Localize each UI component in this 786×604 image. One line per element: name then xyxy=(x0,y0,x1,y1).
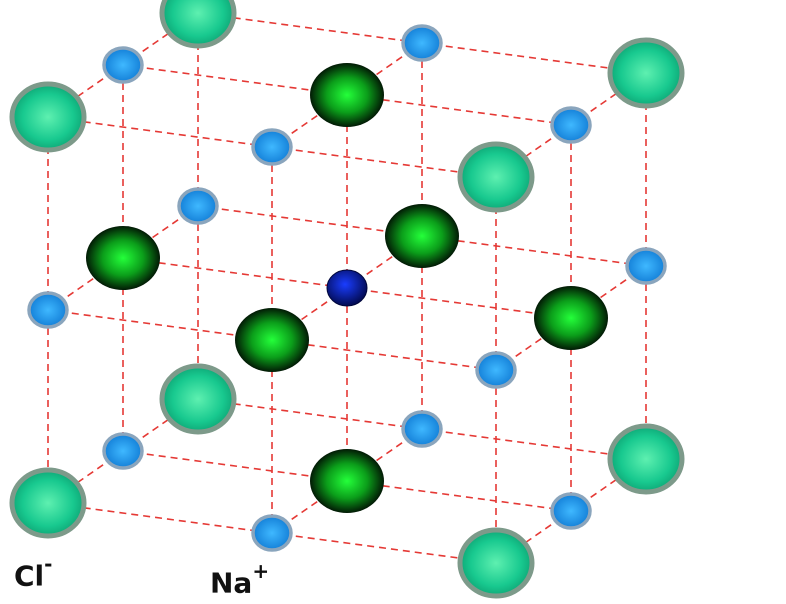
sodium-ion xyxy=(102,46,144,84)
lattice-bond xyxy=(346,287,572,319)
chloride-ion-inner xyxy=(235,308,309,372)
lattice-bond xyxy=(346,94,572,126)
chloride-symbol: Cl xyxy=(14,559,45,593)
lattice-bond xyxy=(122,450,348,482)
lattice-bond xyxy=(47,309,273,341)
sodium-ion xyxy=(625,247,667,285)
sodium-ion xyxy=(475,351,517,389)
chloride-ion xyxy=(159,363,237,435)
lattice-bond xyxy=(346,480,572,512)
lattice-bond xyxy=(271,339,497,371)
chloride-ion xyxy=(9,81,87,153)
lattice-bond xyxy=(421,428,647,460)
sodium-ion xyxy=(177,187,219,225)
lattice-bond xyxy=(421,42,647,74)
chloride-ion-inner xyxy=(86,226,160,290)
chloride-ion xyxy=(607,423,685,495)
lattice-bond xyxy=(122,64,348,96)
chloride-ion-inner xyxy=(534,286,608,350)
sodium-ion xyxy=(401,410,443,448)
sodium-ion xyxy=(251,514,293,552)
sodium-ion xyxy=(550,106,592,144)
lattice-bond xyxy=(122,257,348,289)
chloride-ion-inner xyxy=(385,204,459,268)
chloride-ion-inner xyxy=(310,449,384,513)
chloride-charge: - xyxy=(44,552,53,576)
lattice-atoms xyxy=(9,0,685,599)
sodium-ion xyxy=(401,24,443,62)
sodium-ion xyxy=(102,432,144,470)
sodium-ion-center xyxy=(326,269,368,307)
sodium-ion xyxy=(550,492,592,530)
chloride-ion-inner xyxy=(310,63,384,127)
chloride-ion xyxy=(607,37,685,109)
lattice-bond xyxy=(271,146,497,178)
chloride-label: Cl- xyxy=(14,552,52,593)
lattice-bond xyxy=(197,205,423,237)
lattice-bond xyxy=(271,532,497,564)
sodium-label: Na+ xyxy=(210,559,269,600)
chloride-ion xyxy=(457,141,535,213)
sodium-symbol: Na xyxy=(210,566,253,600)
sodium-ion xyxy=(251,128,293,166)
lattice-bond xyxy=(421,235,647,267)
chloride-ion xyxy=(9,467,87,539)
sodium-charge: + xyxy=(252,559,270,583)
chloride-ion xyxy=(457,527,535,599)
sodium-ion xyxy=(27,291,69,329)
chloride-ion xyxy=(159,0,237,49)
